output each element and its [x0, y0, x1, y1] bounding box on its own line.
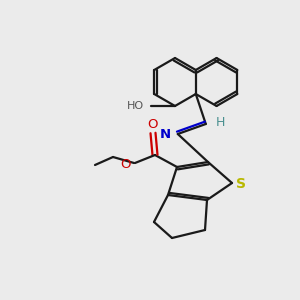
- Text: O: O: [121, 158, 131, 170]
- Text: N: N: [160, 128, 171, 140]
- Text: H: H: [216, 116, 225, 128]
- Text: O: O: [148, 118, 158, 131]
- Text: S: S: [236, 177, 246, 191]
- Text: HO: HO: [127, 101, 144, 111]
